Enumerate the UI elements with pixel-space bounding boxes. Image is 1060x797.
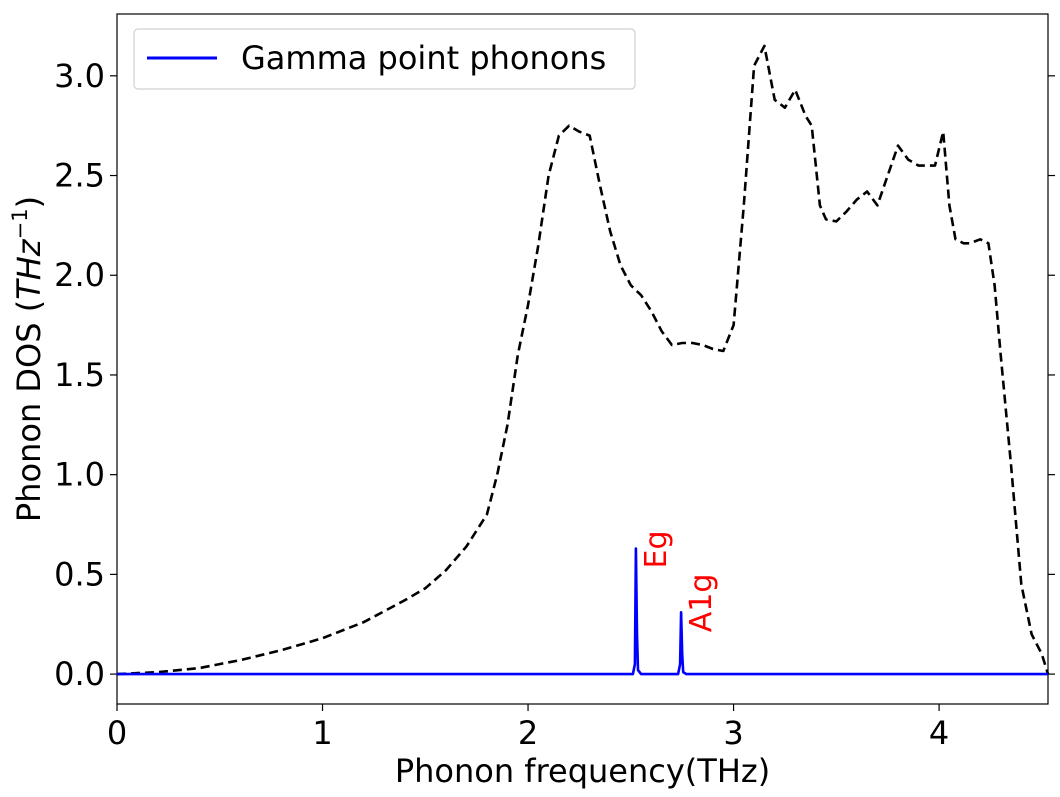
y-tick-label: 2.0	[54, 256, 105, 294]
y-axis-label-main: Phonon DOS (	[10, 300, 48, 522]
total-dos-line	[116, 44, 1050, 676]
total-dos-curve	[116, 44, 1050, 676]
x-axis-ticks: 0 1 2 3 4	[107, 704, 949, 752]
peak-label-a1g: A1g	[684, 574, 719, 633]
x-tick-label: 4	[929, 714, 949, 752]
gamma-point-phonon-curve	[117, 547, 1048, 676]
x-tick-label: 2	[518, 714, 538, 752]
peak-annotations: Eg A1g	[639, 530, 719, 632]
legend: Gamma point phonons	[133, 28, 636, 90]
y-axis-label-exponent: −1	[8, 208, 32, 239]
legend-box	[133, 28, 636, 90]
y-tick-label: 1.0	[54, 456, 105, 494]
y-tick-label: 0.0	[54, 655, 105, 693]
y-tick-label: 3.0	[54, 57, 105, 95]
y-axis-label: Phonon DOS (THz−1)	[8, 196, 48, 522]
y-axis-label-close: )	[10, 196, 48, 208]
gamma-point-phonon-line	[117, 547, 1048, 676]
y-tick-label: 2.5	[54, 157, 105, 195]
y-axis-ticks: 0.0 0.5 1.0 1.5 2.0 2.5 3.0	[54, 57, 1055, 693]
legend-label: Gamma point phonons	[241, 39, 606, 77]
plot-frame	[116, 13, 1049, 705]
y-tick-label: 1.5	[54, 356, 105, 394]
x-tick-label: 0	[107, 714, 127, 752]
x-tick-label: 3	[723, 714, 743, 752]
y-tick-label: 0.5	[54, 555, 105, 593]
x-axis-label: Phonon frequency(THz)	[395, 752, 770, 790]
plot-area: 0 1 2 3 4 0.0 0.5 1.0 1.5 2.0 2.5 3.0 Eg A1g	[54, 13, 1055, 752]
y-axis-label-unit: THz	[10, 238, 48, 300]
peak-label-eg: Eg	[639, 530, 674, 568]
x-tick-label: 1	[312, 714, 332, 752]
